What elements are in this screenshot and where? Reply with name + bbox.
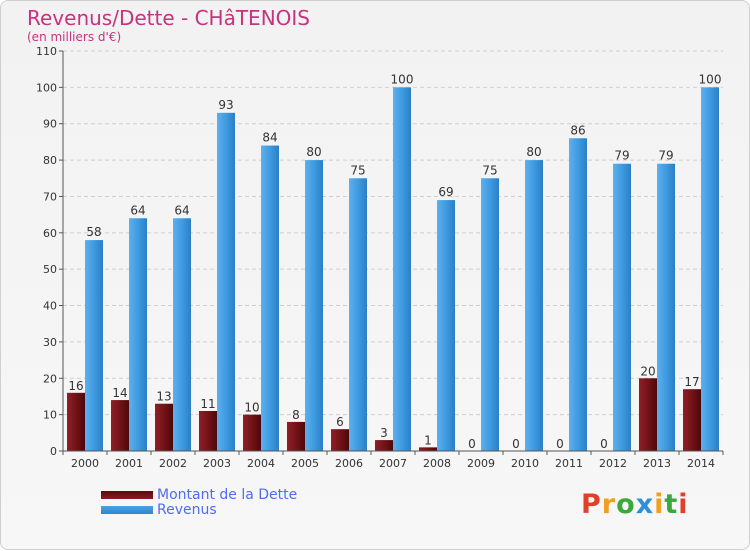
bar-dette-2007	[375, 440, 393, 451]
chart-subtitle: (en milliers d'€)	[27, 30, 122, 44]
data-label-revenus-2014: 100	[699, 72, 722, 86]
data-label-dette-2006: 6	[336, 415, 344, 429]
y-tick-label: 70	[43, 190, 57, 203]
x-tick-label-2014: 2014	[687, 457, 715, 470]
data-label-dette-2003: 11	[200, 397, 215, 411]
bar-dette-2013	[639, 378, 657, 451]
x-tick-label-2008: 2008	[423, 457, 451, 470]
data-label-dette-2014: 17	[684, 375, 699, 389]
bar-revenus-2013	[657, 163, 675, 451]
bar-dette-2005	[287, 421, 305, 451]
bar-revenus-2008	[437, 200, 455, 451]
data-label-revenus-2007: 100	[391, 72, 414, 86]
bar-revenus-2002	[173, 218, 191, 451]
y-tick-label: 110	[36, 45, 57, 58]
data-label-revenus-2003: 93	[218, 98, 233, 112]
data-label-dette-2010: 0	[512, 437, 520, 451]
bar-revenus-2007	[393, 87, 411, 451]
bar-revenus-2012	[613, 163, 631, 451]
legend-item-dette: Montant de la Dette	[101, 486, 298, 503]
bar-dette-2003	[199, 411, 217, 451]
data-label-revenus-2008: 69	[438, 185, 453, 199]
y-tick-label: 90	[43, 118, 57, 131]
x-tick-label-2011: 2011	[555, 457, 583, 470]
bar-revenus-2006	[349, 178, 367, 452]
bar-dette-2004	[243, 414, 261, 451]
chart-legend: Montant de la Dette Revenus	[101, 486, 298, 518]
bar-revenus-2010	[525, 160, 543, 451]
data-label-dette-2011: 0	[556, 437, 564, 451]
bar-revenus-2009	[481, 178, 499, 452]
data-label-revenus-2002: 64	[174, 203, 189, 217]
y-tick-label: 0	[50, 445, 57, 458]
data-label-revenus-2012: 79	[614, 149, 629, 163]
x-tick-label-2004: 2004	[247, 457, 275, 470]
data-label-dette-2008: 1	[424, 433, 432, 447]
data-label-revenus-2005: 80	[306, 145, 321, 159]
legend-item-revenus: Revenus	[101, 501, 297, 518]
data-label-dette-2007: 3	[380, 426, 388, 440]
x-tick-label-2012: 2012	[599, 457, 627, 470]
bar-revenus-2014	[701, 87, 719, 451]
x-tick-label-2001: 2001	[115, 457, 143, 470]
proxiti-logo: Proxiti	[581, 489, 689, 520]
data-label-dette-2012: 0	[600, 437, 608, 451]
bar-revenus-2004	[261, 145, 279, 451]
data-label-dette-2013: 20	[640, 364, 655, 378]
legend-label-revenus: Revenus	[157, 501, 217, 518]
data-label-revenus-2010: 80	[526, 145, 541, 159]
y-tick-label: 80	[43, 154, 57, 167]
data-label-revenus-2000: 58	[86, 225, 101, 239]
y-tick-label: 10	[43, 409, 57, 422]
data-label-dette-2009: 0	[468, 437, 476, 451]
data-label-revenus-2009: 75	[482, 163, 497, 177]
y-tick-label: 60	[43, 227, 57, 240]
data-label-dette-2005: 8	[292, 408, 300, 422]
data-label-revenus-2001: 64	[130, 203, 145, 217]
bar-revenus-2000	[85, 240, 103, 451]
y-tick-label: 40	[43, 300, 57, 313]
data-label-dette-2000: 16	[68, 379, 83, 393]
data-label-revenus-2004: 84	[262, 131, 277, 145]
x-tick-label-2013: 2013	[643, 457, 671, 470]
x-tick-label-2009: 2009	[467, 457, 495, 470]
data-label-revenus-2006: 75	[350, 163, 365, 177]
bar-revenus-2005	[305, 160, 323, 451]
y-tick-label: 30	[43, 336, 57, 349]
y-tick-label: 50	[43, 263, 57, 276]
x-tick-label-2006: 2006	[335, 457, 363, 470]
bar-revenus-2001	[129, 218, 147, 451]
bar-revenus-2003	[217, 112, 235, 452]
bar-dette-2002	[155, 403, 173, 451]
data-label-dette-2001: 14	[112, 386, 127, 400]
bar-revenus-2011	[569, 138, 587, 452]
bar-dette-2000	[67, 392, 85, 451]
bar-dette-2014	[683, 389, 701, 451]
legend-swatch-revenus	[101, 505, 153, 514]
x-tick-label-2007: 2007	[379, 457, 407, 470]
bar-dette-2008	[419, 447, 437, 451]
bar-dette-2001	[111, 400, 129, 451]
x-tick-label-2005: 2005	[291, 457, 319, 470]
data-label-revenus-2011: 86	[570, 123, 585, 137]
data-label-dette-2002: 13	[156, 390, 171, 404]
legend-label-dette: Montant de la Dette	[157, 486, 298, 503]
bar-dette-2006	[331, 429, 349, 451]
x-tick-label-2000: 2000	[71, 457, 99, 470]
x-tick-label-2003: 2003	[203, 457, 231, 470]
x-tick-label-2010: 2010	[511, 457, 539, 470]
chart-title: Revenus/Dette - CHâTENOIS	[27, 6, 310, 30]
y-tick-label: 20	[43, 372, 57, 385]
legend-swatch-dette	[101, 490, 153, 499]
data-label-dette-2004: 10	[244, 401, 259, 415]
x-tick-label-2002: 2002	[159, 457, 187, 470]
y-tick-label: 100	[36, 81, 57, 94]
data-label-revenus-2013: 79	[658, 149, 673, 163]
